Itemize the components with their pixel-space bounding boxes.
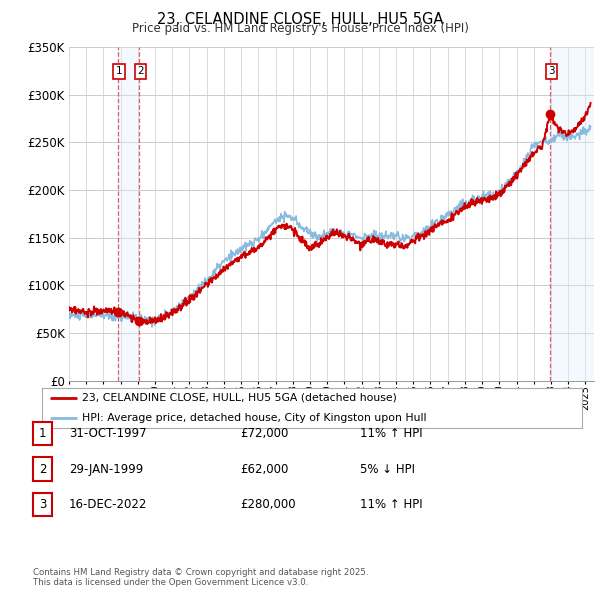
- Text: 1: 1: [39, 427, 46, 440]
- Text: 23, CELANDINE CLOSE, HULL, HU5 5GA (detached house): 23, CELANDINE CLOSE, HULL, HU5 5GA (deta…: [83, 393, 397, 402]
- Text: Price paid vs. HM Land Registry's House Price Index (HPI): Price paid vs. HM Land Registry's House …: [131, 22, 469, 35]
- Bar: [118, 47, 139, 381]
- Text: 23, CELANDINE CLOSE, HULL, HU5 5GA: 23, CELANDINE CLOSE, HULL, HU5 5GA: [157, 12, 443, 27]
- Text: 3: 3: [39, 498, 46, 511]
- Text: 3: 3: [548, 66, 555, 76]
- Text: £72,000: £72,000: [240, 427, 289, 440]
- Text: £280,000: £280,000: [240, 498, 296, 511]
- Text: 5% ↓ HPI: 5% ↓ HPI: [360, 463, 415, 476]
- Bar: [550, 47, 594, 381]
- Text: £62,000: £62,000: [240, 463, 289, 476]
- Text: HPI: Average price, detached house, City of Kingston upon Hull: HPI: Average price, detached house, City…: [83, 413, 427, 422]
- Text: 16-DEC-2022: 16-DEC-2022: [69, 498, 148, 511]
- Text: Contains HM Land Registry data © Crown copyright and database right 2025.
This d: Contains HM Land Registry data © Crown c…: [33, 568, 368, 587]
- Text: 11% ↑ HPI: 11% ↑ HPI: [360, 498, 422, 511]
- Text: 11% ↑ HPI: 11% ↑ HPI: [360, 427, 422, 440]
- Text: 2: 2: [39, 463, 46, 476]
- Text: 2: 2: [137, 66, 144, 76]
- Text: 29-JAN-1999: 29-JAN-1999: [69, 463, 143, 476]
- Text: 1: 1: [116, 66, 122, 76]
- Text: 31-OCT-1997: 31-OCT-1997: [69, 427, 146, 440]
